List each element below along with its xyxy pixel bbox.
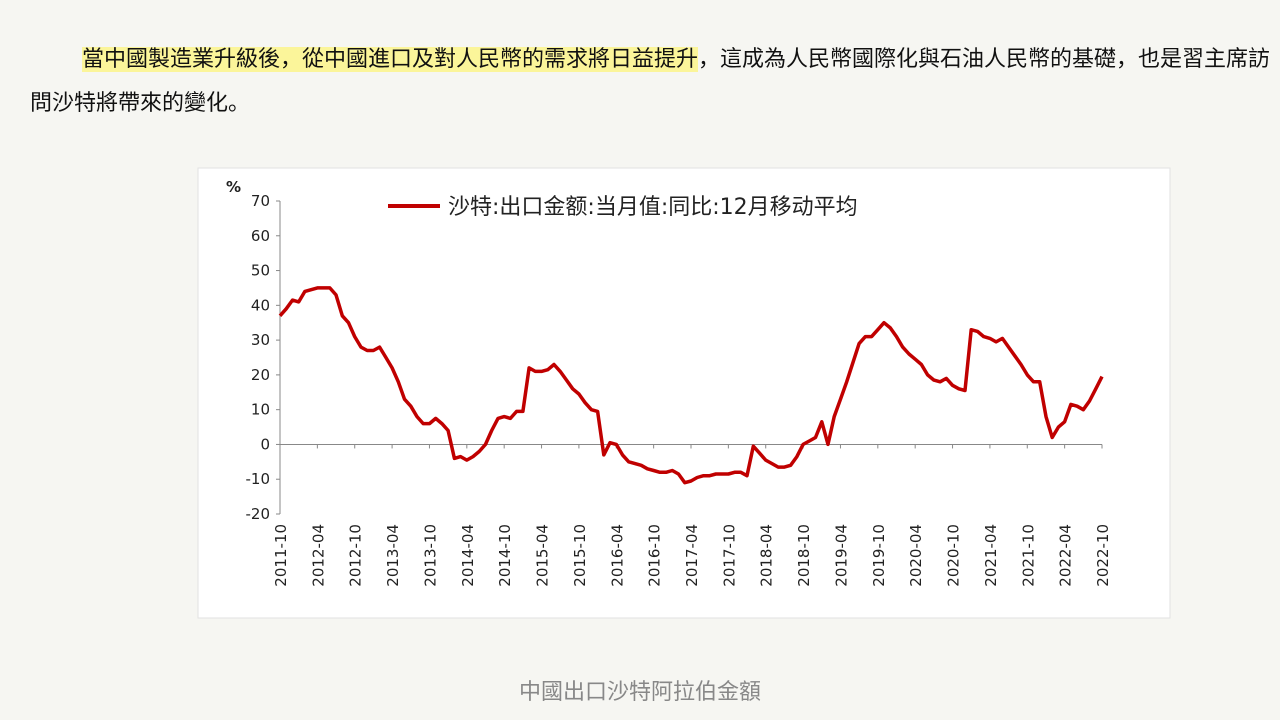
chart: % -20 -10 0 10 20 30 40 50 60 70 2011-10 2012-04 201…: [197, 167, 1171, 619]
x-tick-label: 2022-10: [1094, 524, 1112, 587]
y-tick-label: 10: [251, 401, 270, 419]
x-tick-label: 2017-04: [683, 524, 701, 587]
x-tick-label: 2015-10: [571, 524, 589, 587]
chart-frame: [197, 167, 1171, 619]
legend-label: 沙特:出口金额:当月值:同比:12月移动平均: [448, 195, 858, 220]
y-tick-label: -10: [246, 470, 271, 488]
x-tick-label: 2012-04: [309, 524, 327, 587]
x-tick-label: 2012-10: [347, 524, 365, 587]
y-tick-label: 70: [251, 192, 270, 210]
x-tick-label: 2021-04: [982, 524, 1000, 587]
y-axis-label: %: [226, 178, 241, 196]
y-tick-label: 40: [251, 296, 270, 314]
x-tick-label: 2021-10: [1019, 524, 1037, 587]
x-tick-label: 2014-10: [496, 524, 514, 587]
x-tick-label: 2020-04: [907, 524, 925, 587]
x-tick-label: 2017-10: [720, 524, 738, 587]
x-tick-label: 2016-04: [608, 524, 626, 587]
y-tick-label: 50: [251, 262, 270, 280]
y-tick-label: -20: [246, 505, 271, 523]
x-tick-label: 2016-10: [646, 524, 664, 587]
y-tick-label: 30: [251, 331, 270, 349]
paragraph-text: ，這成為人民幣國際化與石油人民幣的基礎，也是習主席訪問沙特將帶來的變化。: [30, 47, 1271, 116]
x-tick-label: 2013-04: [384, 524, 402, 587]
y-tick-label: 60: [251, 227, 270, 245]
x-tick-label: 2015-04: [534, 524, 552, 587]
paragraph: 當中國製造業升級後，從中國進口及對人民幣的需求將日益提升，這成為人民幣國際化與石…: [30, 38, 1280, 126]
caption: 中國出口沙特阿拉伯金額: [518, 680, 761, 705]
x-tick-label: 2022-04: [1057, 524, 1075, 587]
data-line: [278, 286, 1104, 485]
x-tick-label: 2019-04: [832, 524, 850, 587]
x-tick-label: 2014-04: [459, 524, 477, 587]
highlighted-text: 當中國製造業升級後，從中國進口及對人民幣的需求將日益提升: [82, 47, 699, 72]
x-tick-label: 2020-10: [945, 524, 963, 587]
y-tick-label: 20: [251, 366, 270, 384]
y-tick-label: 0: [260, 435, 270, 453]
x-tick-label: 2013-10: [421, 524, 439, 587]
x-tick-label: 2019-10: [870, 524, 888, 587]
x-tick-label: 2018-10: [795, 524, 813, 587]
x-tick-label: 2011-10: [272, 524, 290, 587]
x-tick-label: 2018-04: [758, 524, 776, 587]
